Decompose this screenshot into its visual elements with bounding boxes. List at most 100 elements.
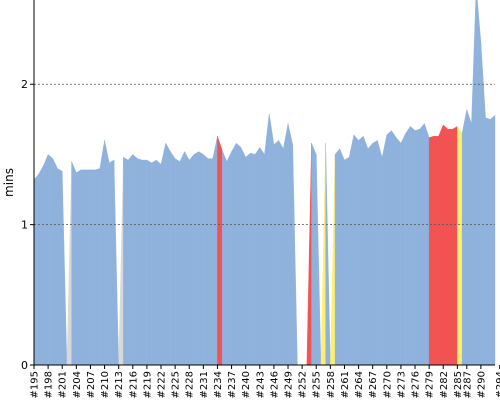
area-segment-normal [189, 153, 195, 366]
area-segment-failed [217, 136, 223, 366]
x-tick-label: #276 [411, 371, 422, 398]
area-segment-normal [344, 156, 350, 366]
area-segment-normal [174, 158, 181, 366]
x-tick-labels: #195 #198 #201 #204 #207 #210 #213 #216 #219 #222… [30, 365, 500, 398]
x-tick-label: #201 [58, 371, 69, 398]
area-segment-normal [283, 123, 289, 366]
area-segment-normal [179, 151, 185, 366]
area-segment-unstable [320, 143, 326, 366]
area-segment-normal [160, 143, 166, 366]
area-segment-normal [231, 142, 237, 366]
area-segment-normal [348, 134, 355, 366]
area-segment-failed [428, 135, 435, 366]
area-segment-normal [90, 169, 96, 366]
area-segment-normal [94, 168, 101, 366]
y-tick-label: 1 [21, 219, 28, 232]
area-segment-normal [38, 164, 44, 366]
x-tick-label: #210 [100, 371, 111, 398]
x-tick-label: #258 [326, 371, 337, 398]
x-tick-label: #267 [368, 371, 379, 398]
area-segment-normal [193, 151, 199, 366]
area-segment-failed [447, 128, 453, 366]
x-tick-label: #240 [241, 371, 252, 398]
area-segment-normal [287, 123, 293, 366]
area-segment-normal [240, 147, 246, 366]
area-segment-normal [386, 130, 392, 366]
area-segment-normal [254, 146, 260, 366]
x-tick-label: #252 [298, 371, 309, 398]
area-segment-normal [212, 136, 218, 366]
y-tick-labels: 0 1 2 [21, 78, 34, 372]
x-tick-label: #237 [227, 371, 238, 398]
area-segment-failed [438, 124, 444, 366]
area-segment-normal [76, 169, 82, 366]
area-segment-normal [99, 140, 105, 366]
area-segment-normal [381, 134, 388, 366]
area-segment-normal [372, 140, 378, 366]
area-segment-normal [264, 113, 270, 366]
area-segment-failed [306, 143, 312, 366]
area-segment-normal [80, 169, 86, 366]
x-tick-label: #213 [114, 371, 125, 398]
x-tick-label: #243 [255, 371, 266, 398]
x-tick-label: #294 [495, 371, 500, 398]
area-segment-normal [123, 156, 129, 366]
area-segment-normal [236, 142, 242, 366]
x-tick-label: #228 [185, 371, 196, 398]
x-tick-label: #249 [284, 371, 295, 398]
area-segment-normal [419, 122, 425, 366]
area-segment-unstable [457, 125, 463, 366]
area-segment-normal [156, 159, 162, 366]
area-segment-failed [433, 135, 439, 366]
area-segment-normal [363, 136, 369, 366]
area-bands [33, 0, 496, 366]
area-segment-normal [490, 114, 496, 366]
x-tick-label: #282 [439, 371, 450, 398]
x-tick-label: #234 [213, 371, 224, 398]
x-tick-label: #285 [453, 371, 464, 398]
x-tick-label: #219 [142, 371, 153, 398]
area-segment-normal [358, 135, 364, 366]
area-segment-aborted [66, 161, 72, 366]
area-segment-normal [141, 159, 148, 366]
area-segment-normal [245, 152, 251, 366]
area-segment-normal [367, 142, 373, 366]
area-segment-normal [104, 140, 110, 366]
area-segment-normal [62, 171, 68, 366]
area-segment-normal [33, 173, 39, 366]
area-segment-normal [424, 123, 430, 366]
area-segment-normal [85, 169, 91, 366]
area-segment-normal [325, 143, 331, 366]
grid-lines [34, 83, 495, 226]
x-tick-label: #290 [476, 371, 487, 398]
area-segment-normal [471, 0, 477, 366]
area-segment-normal [113, 160, 119, 366]
area-segment-normal [466, 109, 472, 366]
area-segment-aborted [118, 157, 124, 366]
area-segment-normal [259, 146, 265, 366]
area-segment-normal [339, 148, 345, 366]
area-segment-normal [43, 154, 49, 366]
x-tick-label: #279 [425, 371, 436, 398]
x-tick-label: #231 [199, 371, 210, 398]
area-segment-normal [353, 134, 359, 366]
x-tick-label: #198 [44, 371, 55, 398]
area-segment-normal [278, 139, 284, 366]
x-tick-label: #270 [382, 371, 393, 398]
x-tick-label: #225 [171, 371, 182, 398]
y-axis-label: mins [2, 168, 16, 197]
area-segment-normal [405, 125, 411, 366]
area-segment-normal [475, 0, 482, 366]
area-segment-normal [226, 151, 232, 366]
area-segment-normal [461, 109, 467, 366]
area-segment-normal [52, 158, 58, 366]
area-segment-normal [184, 150, 190, 366]
area-segment-normal [165, 142, 171, 366]
area-segment-failed [452, 125, 458, 366]
x-tick-label: #216 [128, 371, 139, 398]
area-segment-normal [316, 154, 322, 366]
area-segment-normal [71, 161, 77, 366]
area-segment-normal [132, 153, 138, 366]
area-segment-normal [414, 128, 420, 366]
